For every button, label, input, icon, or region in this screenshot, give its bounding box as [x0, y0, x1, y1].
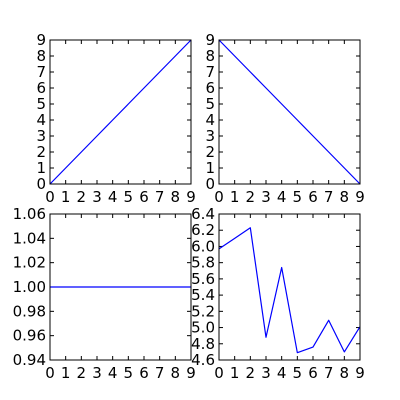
y-tick-label: 6.0 — [191, 237, 215, 255]
x-tick-label: 1 — [230, 364, 240, 382]
x-tick-label: 0 — [45, 364, 55, 382]
x-tick-label: 8 — [171, 188, 181, 206]
y-tick-label: 9 — [36, 31, 46, 49]
y-tick-label: 0 — [36, 175, 46, 193]
y-tick-label: 5.2 — [191, 302, 215, 320]
x-tick-label: 6 — [308, 364, 318, 382]
x-tick-label: 9 — [186, 364, 196, 382]
y-tick-label: 6 — [205, 79, 215, 97]
y-tick-label: 5.4 — [191, 286, 215, 304]
plot-frame — [49, 39, 192, 185]
y-tick-label: 2 — [36, 143, 46, 161]
y-tick-label: 3 — [205, 127, 215, 145]
series-line — [49, 39, 192, 185]
plot-frame — [49, 213, 192, 361]
y-tick-label: 6.2 — [191, 221, 215, 239]
y-tick-label: 9 — [205, 31, 215, 49]
x-tick-label: 5 — [124, 364, 134, 382]
y-tick-label: 8 — [205, 47, 215, 65]
x-tick-label: 5 — [124, 188, 134, 206]
y-tick-label: 7 — [36, 63, 46, 81]
x-tick-label: 7 — [155, 364, 165, 382]
y-tick-label: 1 — [36, 159, 46, 177]
x-tick-label: 2 — [77, 188, 87, 206]
plot-frame — [218, 39, 361, 185]
y-tick-label: 6.4 — [191, 205, 215, 223]
x-tick-label: 4 — [108, 364, 118, 382]
x-tick-label: 9 — [186, 188, 196, 206]
x-tick-label: 2 — [77, 364, 87, 382]
x-tick-label: 8 — [340, 188, 350, 206]
x-tick-label: 2 — [246, 188, 256, 206]
y-tick-label: 0.96 — [13, 327, 46, 345]
x-tick-label: 8 — [171, 364, 181, 382]
y-tick-label: 4.6 — [191, 351, 215, 369]
x-tick-label: 2 — [246, 364, 256, 382]
x-tick-label: 1 — [61, 188, 71, 206]
x-tick-label: 6 — [139, 188, 149, 206]
y-tick-label: 1.00 — [13, 278, 46, 296]
y-tick-label: 0.98 — [13, 302, 46, 320]
y-tick-label: 2 — [205, 143, 215, 161]
x-tick-label: 9 — [355, 188, 365, 206]
y-tick-label: 0 — [205, 175, 215, 193]
x-tick-label: 0 — [45, 188, 55, 206]
y-tick-label: 5 — [36, 95, 46, 113]
y-tick-label: 3 — [36, 127, 46, 145]
plot-frame — [218, 213, 361, 361]
x-tick-label: 4 — [277, 188, 287, 206]
x-tick-label: 0 — [214, 364, 224, 382]
x-tick-label: 1 — [230, 188, 240, 206]
x-tick-label: 3 — [261, 188, 271, 206]
x-tick-label: 5 — [293, 188, 303, 206]
y-tick-label: 5.0 — [191, 319, 215, 337]
y-tick-label: 5.8 — [191, 254, 215, 272]
x-tick-label: 9 — [355, 364, 365, 382]
x-tick-label: 7 — [324, 364, 334, 382]
y-tick-label: 0.94 — [13, 351, 46, 369]
y-tick-label: 5 — [205, 95, 215, 113]
y-tick-label: 5.6 — [191, 270, 215, 288]
y-tick-label: 4 — [205, 111, 215, 129]
x-tick-label: 6 — [139, 364, 149, 382]
x-tick-label: 3 — [92, 188, 102, 206]
x-tick-label: 0 — [214, 188, 224, 206]
y-tick-label: 8 — [36, 47, 46, 65]
x-tick-label: 7 — [155, 188, 165, 206]
series-line — [218, 39, 361, 185]
y-tick-label: 4 — [36, 111, 46, 129]
x-tick-label: 3 — [92, 364, 102, 382]
y-tick-label: 1.04 — [13, 229, 46, 247]
y-tick-label: 6 — [36, 79, 46, 97]
y-tick-label: 7 — [205, 63, 215, 81]
x-tick-label: 6 — [308, 188, 318, 206]
y-tick-label: 4.8 — [191, 335, 215, 353]
x-tick-label: 1 — [61, 364, 71, 382]
x-tick-label: 8 — [340, 364, 350, 382]
x-tick-label: 7 — [324, 188, 334, 206]
x-tick-label: 4 — [108, 188, 118, 206]
y-tick-label: 1.06 — [13, 205, 46, 223]
x-tick-label: 5 — [293, 364, 303, 382]
y-tick-label: 1 — [205, 159, 215, 177]
x-tick-label: 4 — [277, 364, 287, 382]
y-tick-label: 1.02 — [13, 254, 46, 272]
x-tick-label: 3 — [261, 364, 271, 382]
series-line — [218, 227, 361, 354]
